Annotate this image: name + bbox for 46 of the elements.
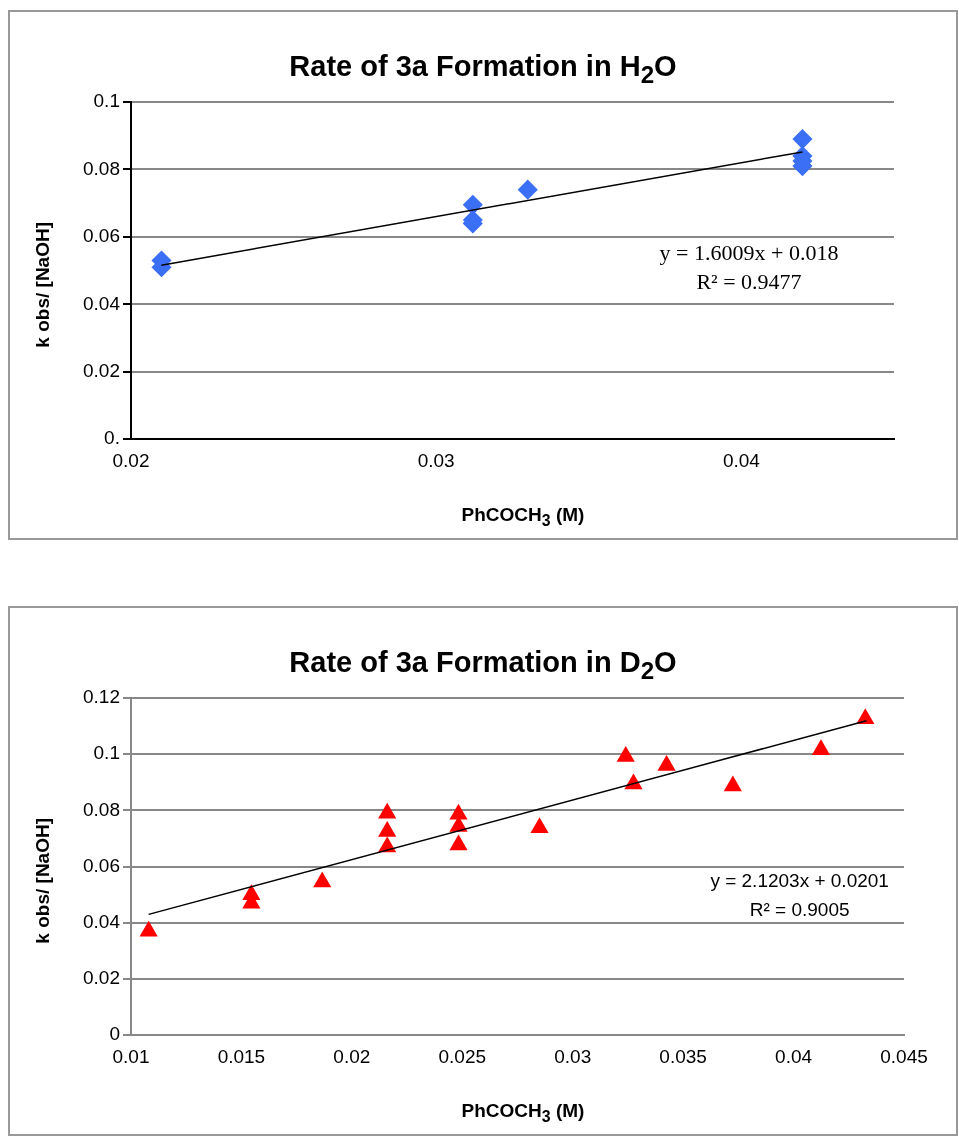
x-tick-label: 0.04 [722, 449, 761, 471]
point [449, 835, 468, 851]
chart-title: Rate of 3a Formation in H$_{2}$O [288, 50, 678, 89]
y-tick-label: 0.08 [83, 157, 120, 179]
point [531, 818, 549, 834]
point [724, 776, 742, 792]
x-tick-label: 0.03 [554, 1045, 592, 1067]
point [449, 804, 468, 820]
x-tick-label: 0.01 [112, 1045, 150, 1067]
x-tick-label: 0.045 [880, 1045, 928, 1067]
point [617, 746, 635, 762]
point [140, 921, 158, 937]
x-axis-title: PhCOCH$_{3}$ (M) [460, 1100, 586, 1126]
point [378, 803, 396, 819]
x-tick-label: 0.035 [659, 1045, 707, 1067]
annotation: y = 2.1203x + 0.0201 [710, 869, 889, 891]
y-tick-label: 0. [104, 427, 120, 449]
y-tick-label: 0.02 [83, 967, 120, 989]
x-tick-label: 0.02 [333, 1045, 371, 1067]
x-tick-label: 0.04 [775, 1045, 813, 1067]
y-tick-label: 0.04 [83, 292, 121, 314]
y-tick-label: 0.1 [93, 742, 120, 764]
y-tick-label: 0.1 [93, 90, 120, 112]
x-axis-title: PhCOCH$_{3}$ (M) [460, 504, 586, 530]
annotation: R² = 0.9477 [696, 269, 802, 295]
y-tick-label: 0.04 [83, 911, 121, 933]
point [812, 739, 830, 755]
y-tick-label: 0.12 [83, 686, 120, 708]
y-tick-label: 0.02 [83, 359, 120, 381]
point [518, 179, 538, 200]
y-tick-label: 0.06 [83, 854, 120, 876]
point [378, 821, 396, 837]
chart-title: Rate of 3a Formation in D$_{2}$O [288, 646, 678, 685]
x-tick-label: 0.025 [438, 1045, 487, 1067]
y-axis-title: k obs/ [NaOH] [32, 818, 54, 944]
annotation: R² = 0.9005 [749, 898, 850, 920]
y-axis-title: k obs/ [NaOH] [32, 222, 54, 348]
y-tick-label: 0 [109, 1023, 120, 1045]
annotation: y = 1.6009x + 0.018 [659, 240, 839, 266]
y-tick-label: 0.08 [83, 798, 120, 820]
x-tick-label: 0.03 [417, 449, 455, 471]
point [658, 755, 676, 771]
point [792, 129, 813, 149]
y-tick-label: 0.06 [83, 225, 120, 247]
point [313, 872, 331, 888]
x-tick-label: 0.015 [217, 1045, 266, 1067]
